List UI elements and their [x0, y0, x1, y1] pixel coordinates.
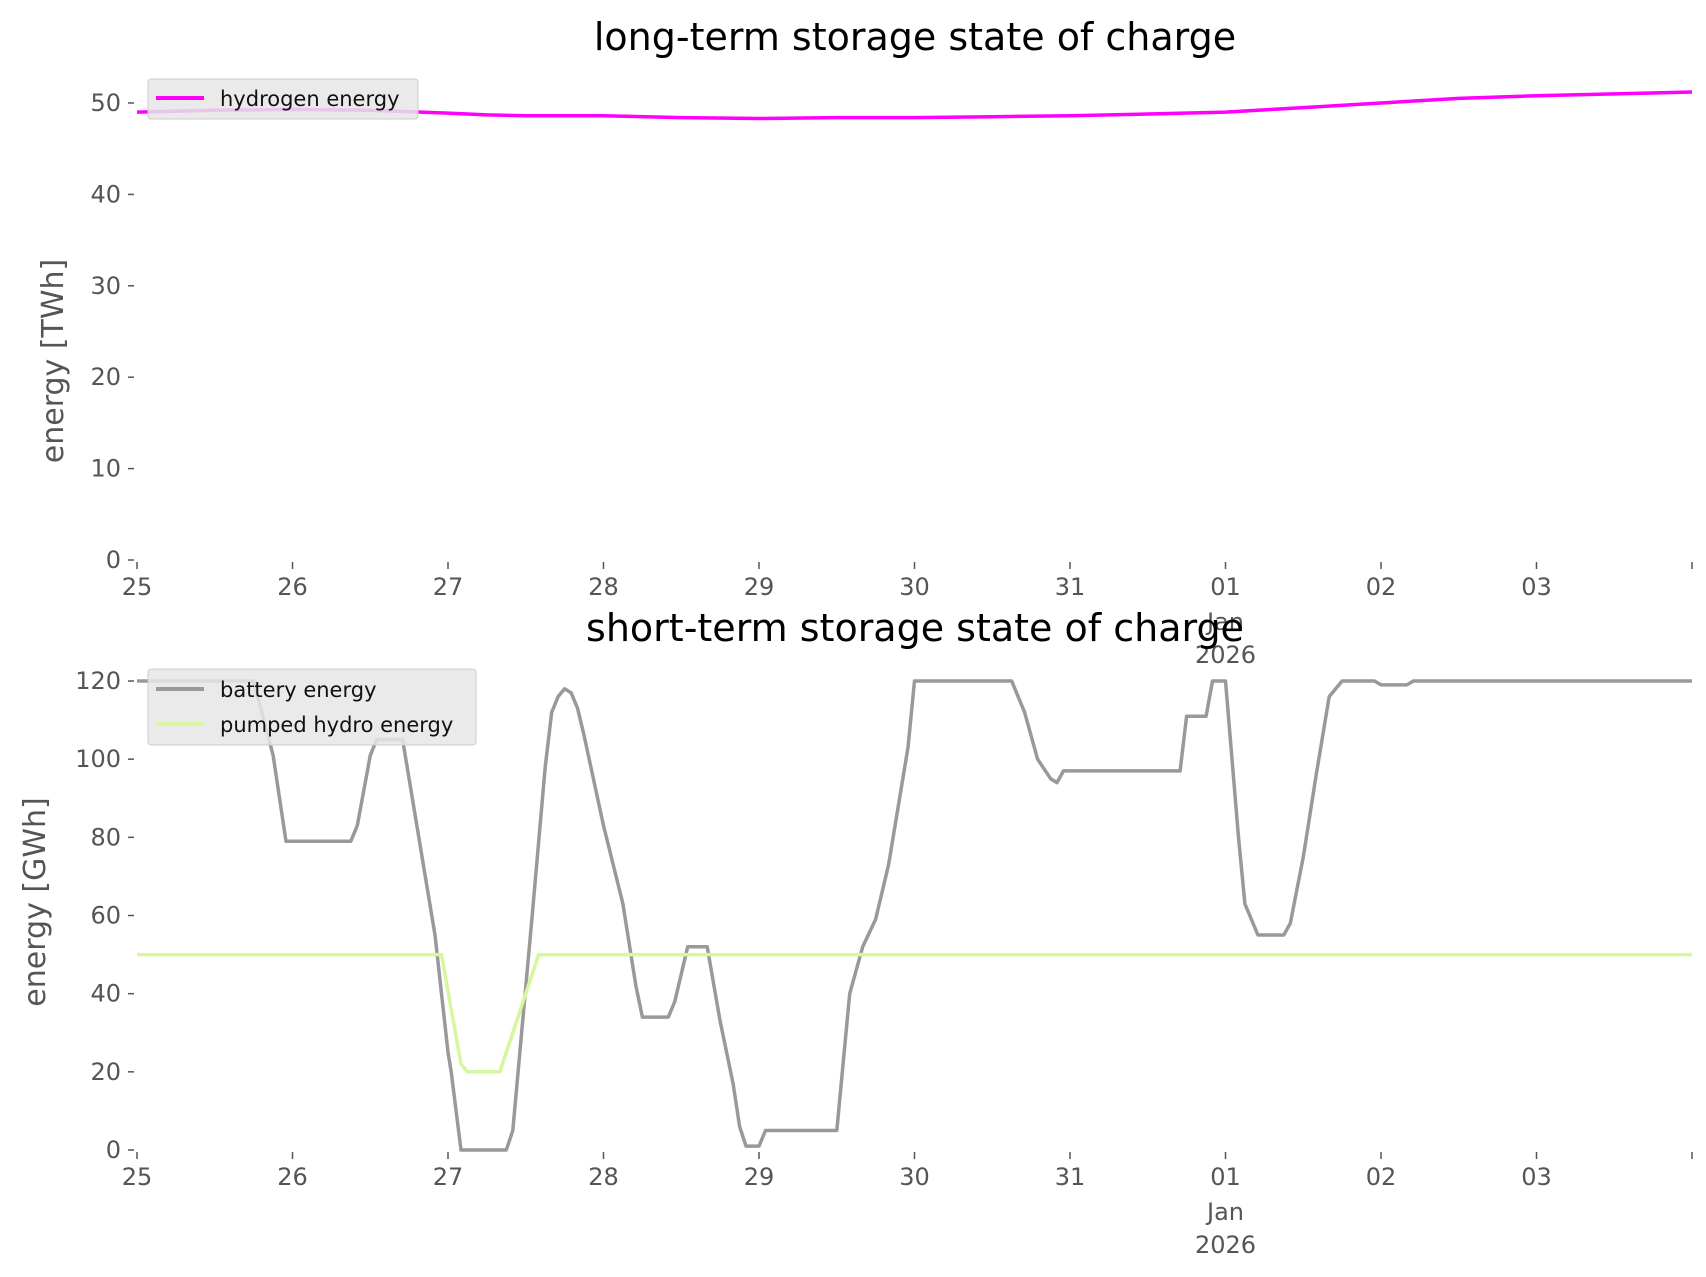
x-tick-sublabel: Jan [1205, 1198, 1244, 1226]
x-tick-label: 03 [1521, 573, 1552, 601]
legend-box [147, 78, 419, 120]
x-tick-label: 25 [122, 573, 153, 601]
x-tick-label: 28 [588, 1163, 619, 1191]
y-tick-label: 80 [90, 823, 121, 851]
y-tick-label: 20 [90, 363, 121, 391]
x-tick-label: 30 [899, 1163, 930, 1191]
x-tick-label: 29 [744, 1163, 775, 1191]
y-tick-label: 20 [90, 1058, 121, 1086]
y-axis-label: energy [TWh] [36, 259, 71, 463]
y-tick-label: 0 [106, 1136, 121, 1164]
y-tick-label: 120 [75, 667, 121, 695]
y-tick-label: 100 [75, 745, 121, 773]
x-tick-label: 02 [1366, 573, 1397, 601]
x-axis-ticks: 25 26 27 28 29 30 31 01 Jan 2026 02 03 [122, 1152, 1693, 1259]
x-tick-label: 03 [1521, 1163, 1552, 1191]
x-tick-label: 26 [277, 573, 308, 601]
legend-label-pumped-hydro: pumped hydro energy [220, 713, 453, 737]
x-tick-sublabel: Jan [1205, 608, 1244, 636]
x-tick-label: 26 [277, 1163, 308, 1191]
series-group [137, 679, 1692, 1152]
x-tick-label: 28 [588, 573, 619, 601]
y-tick-label: 40 [90, 180, 121, 208]
x-tick-label: 31 [1055, 573, 1086, 601]
y-tick-label: 40 [90, 980, 121, 1008]
y-tick-label: 0 [106, 546, 121, 574]
x-tick-label: 27 [433, 573, 464, 601]
x-tick-label: 31 [1055, 1163, 1086, 1191]
legend-label-hydrogen: hydrogen energy [220, 87, 400, 111]
chart-title: long-term storage state of charge [594, 15, 1236, 59]
x-tick-label: 29 [744, 573, 775, 601]
x-axis-ticks: 25 26 27 28 29 30 31 01 Jan 2026 02 03 [122, 562, 1693, 669]
x-tick-label: 01 [1210, 573, 1241, 601]
long-term-storage-chart: long-term storage state of charge energy… [36, 15, 1693, 669]
y-tick-label: 10 [90, 455, 121, 483]
chart-title: short-term storage state of charge [586, 606, 1244, 650]
y-tick-label: 50 [90, 89, 121, 117]
y-axis-label: energy [GWh] [18, 797, 53, 1006]
x-tick-sublabel: 2026 [1195, 1231, 1256, 1259]
x-tick-label: 25 [122, 1163, 153, 1191]
series-line-0 [137, 679, 1692, 1152]
short-term-storage-chart: short-term storage state of charge energ… [18, 606, 1693, 1259]
x-tick-label: 30 [899, 573, 930, 601]
legend-label-battery: battery energy [220, 678, 377, 702]
legend: battery energy pumped hydro energy [147, 668, 477, 746]
x-tick-label: 01 [1210, 1163, 1241, 1191]
legend: hydrogen energy [147, 78, 419, 120]
legend-box [147, 668, 477, 746]
y-tick-label: 30 [90, 272, 121, 300]
x-tick-label: 02 [1366, 1163, 1397, 1191]
x-tick-label: 27 [433, 1163, 464, 1191]
y-axis-ticks: 0 20 40 60 80 100 120 [75, 667, 134, 1164]
y-tick-label: 60 [90, 902, 121, 930]
y-axis-ticks: 0 10 20 30 40 50 [90, 89, 134, 574]
series-line-1 [137, 952, 1692, 1074]
x-tick-sublabel: 2026 [1195, 641, 1256, 669]
